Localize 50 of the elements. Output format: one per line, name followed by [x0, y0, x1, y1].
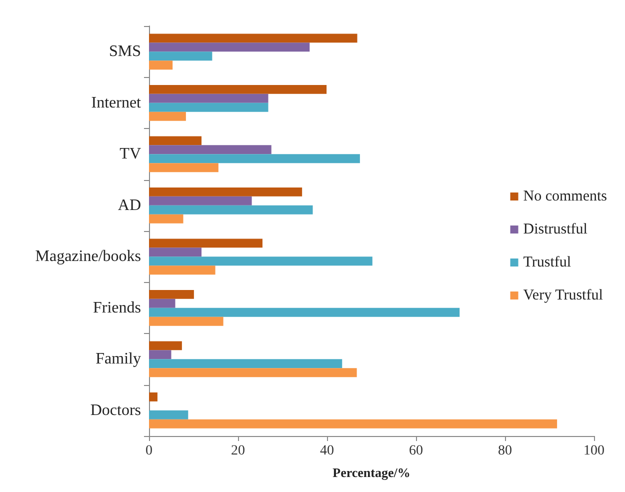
bar — [149, 341, 182, 350]
x-tick-label: 0 — [146, 444, 152, 458]
bar — [149, 248, 202, 257]
y-tick-label: SMS — [108, 43, 141, 60]
bar — [149, 316, 224, 326]
x-tick-label: 20 — [231, 444, 245, 458]
y-tick-label: Family — [96, 350, 141, 368]
y-tick-label: AD — [118, 196, 141, 214]
bar — [149, 410, 188, 420]
bar — [149, 350, 172, 360]
legend-label: Distrustful — [523, 222, 588, 238]
x-tick-label: 80 — [498, 444, 512, 458]
bar — [149, 84, 327, 94]
bar — [149, 256, 372, 266]
bar — [149, 154, 360, 164]
bar — [149, 163, 218, 172]
bar — [149, 42, 310, 52]
bar — [149, 196, 252, 206]
bar — [149, 145, 272, 154]
bar — [149, 368, 357, 378]
bar — [149, 60, 173, 70]
bar — [149, 136, 202, 146]
y-tick-label: Internet — [91, 94, 142, 112]
x-tick-label: 60 — [409, 444, 423, 458]
bar — [149, 214, 184, 224]
bar — [149, 52, 212, 61]
bar — [149, 298, 176, 308]
bar — [149, 290, 194, 299]
legend-label: No comments — [523, 188, 608, 204]
bar — [149, 238, 262, 248]
bar — [149, 94, 268, 103]
bar — [149, 102, 268, 112]
x-tick-label: 100 — [584, 444, 604, 458]
bar — [149, 359, 342, 368]
y-tick-label: Doctors — [90, 402, 141, 419]
y-tick-label: Magazine/books — [35, 248, 141, 266]
bar — [149, 266, 216, 275]
bar — [149, 419, 558, 428]
legend-label: Trustful — [523, 254, 572, 270]
bar — [149, 392, 158, 402]
y-tick-label: Friends — [93, 299, 141, 316]
legend-label: Very Trustful — [523, 288, 603, 304]
x-tick-label: 40 — [320, 444, 334, 458]
y-tick-label: TV — [120, 146, 142, 163]
bar — [149, 187, 302, 196]
x-axis-title: Percentage/% — [332, 465, 410, 480]
bar — [149, 112, 186, 121]
bar — [149, 34, 358, 43]
bar — [149, 308, 460, 317]
bar — [149, 205, 313, 214]
